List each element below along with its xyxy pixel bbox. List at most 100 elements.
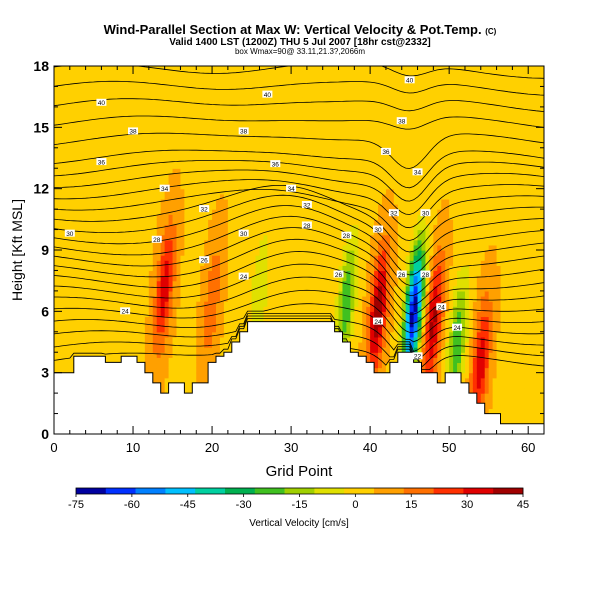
field-cell	[279, 183, 284, 190]
field-cell	[144, 275, 150, 282]
field-cell	[251, 265, 257, 272]
field-cell	[81, 81, 87, 88]
field-cell	[200, 347, 205, 353]
field-cell	[243, 244, 249, 251]
field-cell	[227, 66, 233, 72]
field-cell	[140, 183, 146, 190]
field-cell	[306, 127, 312, 134]
field-cell	[69, 347, 75, 353]
field-cell	[172, 112, 178, 118]
field-cell	[121, 158, 126, 164]
field-cell	[61, 250, 67, 256]
field-cell	[129, 229, 134, 236]
field-cell	[93, 76, 99, 82]
field-cell	[121, 81, 126, 88]
field-cell	[184, 382, 189, 389]
field-cell	[109, 255, 114, 261]
field-cell	[196, 296, 201, 302]
field-cell	[223, 122, 229, 128]
field-cell	[306, 290, 312, 297]
field-cell	[223, 112, 229, 118]
field-cell	[101, 244, 106, 251]
field-cell	[247, 96, 253, 103]
field-cell	[105, 81, 110, 88]
field-cell	[204, 377, 209, 384]
field-cell	[200, 357, 205, 364]
field-cell	[267, 290, 272, 297]
field-cell	[172, 152, 178, 159]
field-cell	[263, 132, 268, 139]
field-cell	[121, 219, 126, 226]
field-cell	[121, 106, 126, 113]
field-cell	[176, 117, 182, 123]
field-cell	[125, 158, 130, 164]
field-cell	[235, 204, 241, 210]
field-cell	[89, 331, 95, 338]
field-cell	[235, 122, 241, 128]
field-cell	[212, 234, 217, 241]
field-cell	[97, 280, 103, 287]
field-cell	[295, 142, 300, 149]
field-cell	[326, 306, 332, 312]
field-cell	[93, 198, 99, 205]
field-cell	[129, 168, 134, 174]
field-cell	[121, 96, 126, 103]
field-cell	[77, 347, 83, 353]
field-cell	[243, 163, 249, 169]
field-cell	[196, 342, 201, 348]
field-cell	[291, 152, 296, 159]
field-cell	[73, 193, 79, 200]
chart-title: Wind-Parallel Section at Max W: Vertical…	[103, 22, 497, 37]
field-cell	[133, 214, 138, 220]
field-cell	[54, 127, 59, 134]
field-cell	[113, 275, 118, 282]
field-cell	[136, 183, 142, 190]
field-cell	[295, 188, 300, 195]
field-cell	[295, 224, 300, 231]
field-cell	[93, 204, 99, 210]
field-cell	[125, 239, 130, 246]
field-cell	[65, 147, 71, 154]
field-cell	[200, 285, 205, 292]
field-cell	[267, 71, 272, 77]
field-cell	[192, 198, 197, 205]
field-cell	[121, 265, 126, 272]
field-cell	[219, 219, 225, 226]
field-cell	[223, 285, 229, 292]
field-cell	[65, 301, 71, 307]
field-cell	[121, 331, 126, 338]
field-cell	[271, 270, 276, 277]
field-cell	[267, 163, 272, 169]
field-cell	[65, 316, 71, 323]
field-cell	[113, 336, 118, 343]
field-cell	[69, 255, 75, 261]
field-cell	[69, 326, 75, 333]
field-cell	[121, 275, 126, 282]
field-cell	[65, 127, 71, 134]
field-cell	[133, 336, 138, 343]
field-cell	[172, 198, 178, 205]
field-cell	[295, 198, 300, 205]
field-cell	[196, 336, 201, 343]
field-cell	[302, 106, 308, 113]
field-cell	[77, 265, 83, 272]
field-cell	[235, 132, 241, 139]
field-cell	[299, 239, 304, 246]
field-cell	[65, 331, 71, 338]
field-cell	[263, 147, 268, 154]
field-cell	[259, 244, 265, 251]
field-cell	[152, 372, 158, 379]
field-cell	[133, 239, 138, 246]
field-cell	[318, 137, 324, 144]
field-cell	[192, 173, 197, 180]
field-cell	[287, 178, 292, 185]
field-cell	[227, 137, 233, 144]
field-cell	[136, 342, 142, 348]
field-cell	[310, 127, 316, 134]
field-cell	[160, 301, 166, 307]
field-cell	[77, 214, 83, 220]
field-cell	[184, 326, 189, 333]
field-cell	[219, 66, 225, 72]
field-cell	[208, 173, 213, 180]
field-cell	[184, 152, 189, 159]
